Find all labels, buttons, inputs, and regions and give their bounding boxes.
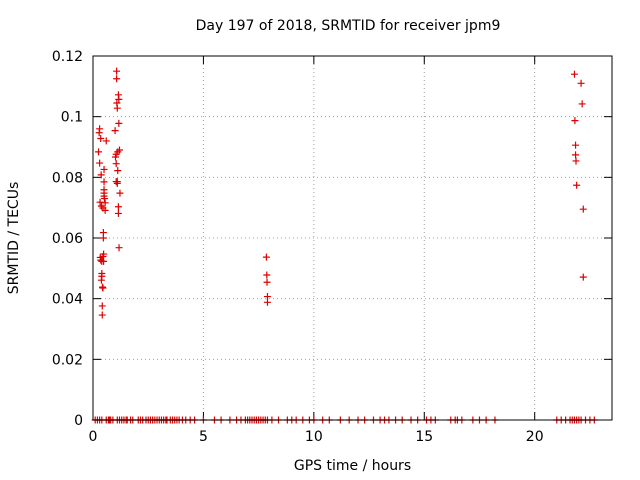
y-tick-label: 0.1 xyxy=(61,110,83,126)
data-point xyxy=(99,284,107,292)
data-point xyxy=(101,199,109,207)
x-tick-label: 15 xyxy=(415,429,433,445)
data-point xyxy=(263,298,271,306)
data-point xyxy=(97,202,105,210)
data-point xyxy=(112,160,120,168)
data-point xyxy=(102,137,110,145)
data-point xyxy=(571,117,579,125)
data-point xyxy=(99,234,107,242)
data-point xyxy=(100,165,108,173)
gridlines xyxy=(93,56,612,420)
data-point xyxy=(113,104,121,112)
data-point xyxy=(111,127,119,135)
data-point xyxy=(97,135,105,143)
data-point xyxy=(572,157,580,165)
data-point xyxy=(114,167,122,175)
data-point xyxy=(98,272,106,280)
data-point xyxy=(100,250,108,258)
chart-title: Day 197 of 2018, SRMTID for receiver jpm… xyxy=(196,18,501,34)
data-point xyxy=(573,181,581,189)
data-point xyxy=(579,205,587,213)
data-point xyxy=(113,67,121,75)
data-point xyxy=(116,189,124,197)
x-tick-label: 5 xyxy=(199,429,208,445)
data-point xyxy=(263,278,271,286)
data-point xyxy=(263,271,271,279)
data-point xyxy=(262,253,270,261)
x-tick-label: 20 xyxy=(526,429,544,445)
data-point xyxy=(96,198,104,206)
y-tick-label: 0 xyxy=(74,413,83,429)
plot-area-border xyxy=(92,55,613,421)
data-point xyxy=(114,209,122,217)
data-point xyxy=(570,70,578,78)
data-point xyxy=(100,195,108,203)
data-point xyxy=(96,159,104,167)
x-axis-ticks: 0 5 10 15 20 xyxy=(89,56,544,445)
data-point xyxy=(100,178,108,186)
data-point xyxy=(95,148,103,156)
data-point xyxy=(114,203,122,211)
y-tick-label: 0.08 xyxy=(52,170,83,186)
data-point xyxy=(98,311,106,319)
data-point xyxy=(578,100,586,108)
data-point xyxy=(100,257,108,265)
data-point xyxy=(97,171,105,179)
y-tick-label: 0.12 xyxy=(52,49,83,65)
data-point xyxy=(579,273,587,281)
data-point xyxy=(572,141,580,149)
y-axis-label: SRMTID / TECUs xyxy=(6,182,22,295)
data-point xyxy=(113,179,121,187)
y-tick-label: 0.04 xyxy=(52,292,83,308)
data-point xyxy=(101,206,109,214)
data-point xyxy=(115,95,123,103)
y-tick-label: 0.02 xyxy=(52,352,83,368)
data-points xyxy=(91,67,598,424)
x-tick-label: 10 xyxy=(305,429,323,445)
data-point xyxy=(115,244,123,252)
data-point xyxy=(572,151,580,159)
x-axis-label: GPS time / hours xyxy=(294,458,411,474)
data-point xyxy=(115,119,123,127)
data-point xyxy=(116,146,124,154)
y-axis-ticks: 0 0.02 0.04 0.06 0.08 0.1 0.12 xyxy=(52,49,612,429)
data-point xyxy=(96,125,104,133)
data-point xyxy=(98,302,106,310)
data-point xyxy=(577,79,585,87)
data-point xyxy=(113,75,121,83)
x-tick-label: 0 xyxy=(89,429,98,445)
y-tick-label: 0.06 xyxy=(52,231,83,247)
